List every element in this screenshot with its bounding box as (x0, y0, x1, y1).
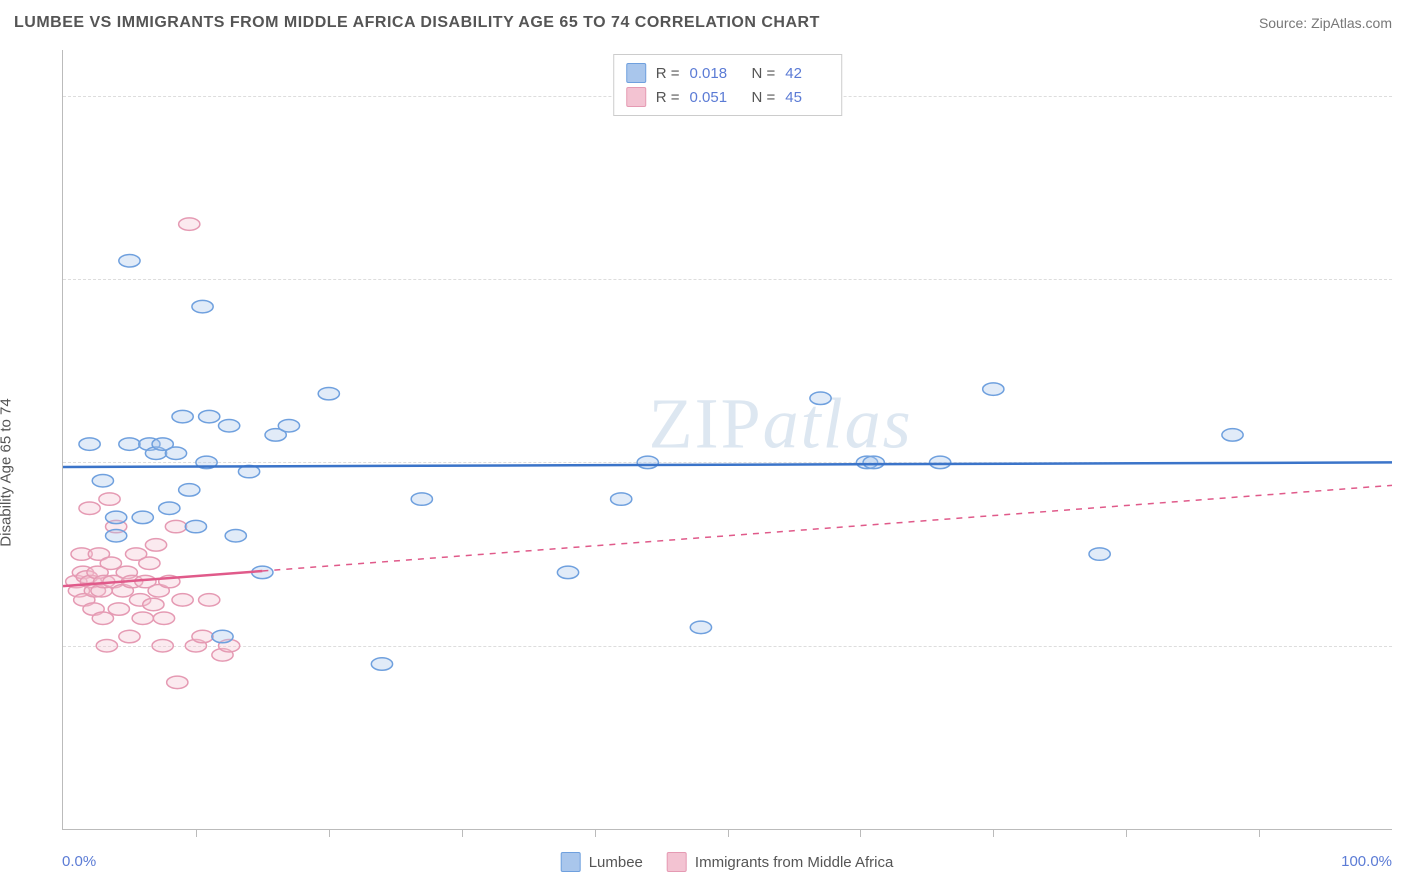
scatter-point (172, 594, 193, 606)
scatter-point (318, 387, 339, 399)
scatter-point (225, 529, 246, 541)
stat-row: R = 0.018 N = 42 (626, 61, 830, 85)
legend-item: Immigrants from Middle Africa (667, 852, 893, 872)
trend-line (63, 462, 1392, 467)
scatter-point (132, 612, 153, 624)
scatter-point (79, 438, 100, 450)
scatter-point (810, 392, 831, 404)
scatter-point (92, 475, 113, 487)
legend-swatch (561, 852, 581, 872)
scatter-point (192, 300, 213, 312)
scatter-point (179, 484, 200, 496)
scatter-point (411, 493, 432, 505)
legend-label: Immigrants from Middle Africa (695, 854, 893, 871)
header: LUMBEE VS IMMIGRANTS FROM MIDDLE AFRICA … (14, 14, 1392, 32)
scatter-point (132, 511, 153, 523)
scatter-point (172, 410, 193, 422)
stat-r-label: R = (656, 65, 680, 82)
scatter-point (930, 456, 951, 468)
stat-r-value: 0.018 (690, 65, 734, 82)
stat-row: R = 0.051 N = 45 (626, 85, 830, 109)
scatter-point (143, 598, 164, 610)
scatter-point (159, 502, 180, 514)
scatter-point (165, 447, 186, 459)
scatter-point (96, 639, 117, 651)
stat-swatch (626, 87, 646, 107)
source-attribution: Source: ZipAtlas.com (1259, 15, 1392, 31)
x-axis: 0.0% 100.0% Lumbee Immigrants from Middle… (62, 834, 1392, 878)
legend: Lumbee Immigrants from Middle Africa (561, 852, 894, 872)
y-tick-label: 40.0% (1397, 454, 1406, 471)
scatter-point (179, 218, 200, 230)
stat-r-label: R = (656, 89, 680, 106)
scatter-point (106, 511, 127, 523)
scatter-point (119, 438, 140, 450)
stat-swatch (626, 63, 646, 83)
y-tick-label: 60.0% (1397, 271, 1406, 288)
x-axis-max-label: 100.0% (1341, 853, 1392, 870)
scatter-point (153, 612, 174, 624)
scatter-svg (63, 50, 1392, 829)
scatter-point (119, 255, 140, 267)
scatter-point (108, 603, 129, 615)
scatter-point (983, 383, 1004, 395)
scatter-point (199, 594, 220, 606)
stat-n-label: N = (752, 89, 776, 106)
scatter-point (278, 420, 299, 432)
scatter-point (79, 502, 100, 514)
y-axis-label: Disability Age 65 to 74 (0, 398, 15, 546)
scatter-point (139, 557, 160, 569)
scatter-point (611, 493, 632, 505)
scatter-point (218, 420, 239, 432)
scatter-point (100, 557, 121, 569)
stat-r-value: 0.051 (690, 89, 734, 106)
y-tick-label: 80.0% (1397, 87, 1406, 104)
correlation-stat-box: R = 0.018 N = 42 R = 0.051 N = 45 (613, 54, 843, 116)
stat-n-value: 45 (785, 89, 829, 106)
scatter-point (690, 621, 711, 633)
scatter-point (371, 658, 392, 670)
y-tick-label: 20.0% (1397, 637, 1406, 654)
scatter-point (199, 410, 220, 422)
x-axis-min-label: 0.0% (62, 853, 96, 870)
scatter-point (192, 630, 213, 642)
scatter-point (145, 539, 166, 551)
stat-n-label: N = (752, 65, 776, 82)
legend-label: Lumbee (589, 854, 643, 871)
scatter-point (167, 676, 188, 688)
scatter-point (212, 630, 233, 642)
legend-item: Lumbee (561, 852, 643, 872)
scatter-point (637, 456, 658, 468)
legend-swatch (667, 852, 687, 872)
scatter-point (99, 493, 120, 505)
scatter-point (1222, 429, 1243, 441)
scatter-point (152, 639, 173, 651)
scatter-point (1089, 548, 1110, 560)
scatter-point (92, 612, 113, 624)
chart-title: LUMBEE VS IMMIGRANTS FROM MIDDLE AFRICA … (14, 14, 820, 32)
plot-area: ZIPatlas R =0.018N =42R =0.051N =45 20.0… (62, 50, 1392, 830)
scatter-point (557, 566, 578, 578)
scatter-point (863, 456, 884, 468)
scatter-point (119, 630, 140, 642)
scatter-point (185, 520, 206, 532)
scatter-point (165, 520, 186, 532)
plot-inner: ZIPatlas R =0.018N =42R =0.051N =45 20.0… (63, 50, 1392, 829)
scatter-point (106, 529, 127, 541)
stat-n-value: 42 (785, 65, 829, 82)
chart-container: Disability Age 65 to 74 ZIPatlas R =0.01… (14, 50, 1392, 878)
